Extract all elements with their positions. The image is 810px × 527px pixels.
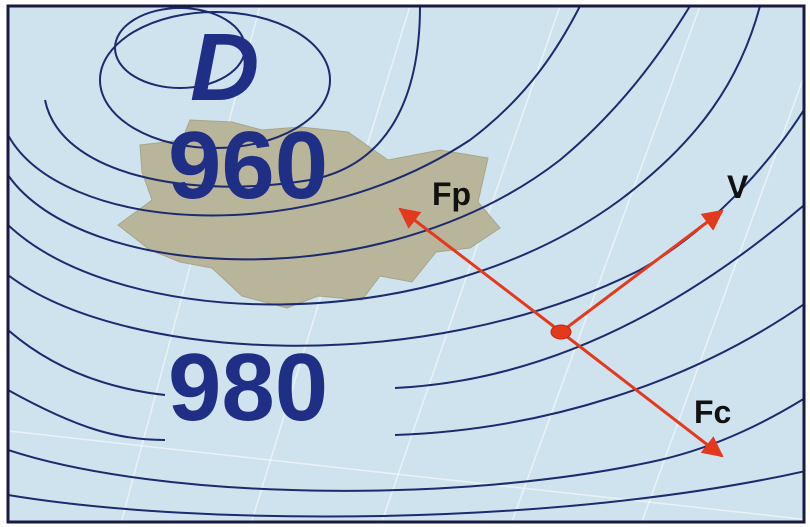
isobar-4 [8, 6, 581, 217]
pressure-force-label: Fp [432, 176, 471, 212]
isobar-980-label: 980 [168, 334, 328, 441]
isobar-9 [8, 389, 166, 441]
isobar-1 [114, 7, 246, 89]
isobar-3 [44, 6, 421, 188]
isobar-11 [8, 470, 804, 518]
isobar-lines [8, 6, 804, 518]
isobar-9b [394, 302, 804, 436]
isobar-2 [99, 11, 331, 149]
isobar-10 [8, 397, 804, 492]
isobar-8 [8, 329, 166, 396]
pressure-force-arrow [398, 207, 562, 334]
velocity-arrow [560, 209, 724, 334]
isobar-960-label: 960 [168, 112, 328, 219]
air-parcel-dot [550, 324, 572, 340]
coriolis-force-arrow [560, 330, 724, 458]
map-frame [6, 4, 806, 524]
isobar-6 [8, 6, 761, 306]
isobar-7 [8, 107, 804, 347]
velocity-label: V [727, 169, 749, 205]
isobar-5 [8, 6, 691, 261]
isobar-8b [394, 203, 804, 389]
force-vectors [398, 207, 724, 458]
coriolis-force-label: Fc [694, 394, 731, 430]
landmass [117, 119, 501, 309]
low-pressure-label: D [190, 14, 259, 121]
